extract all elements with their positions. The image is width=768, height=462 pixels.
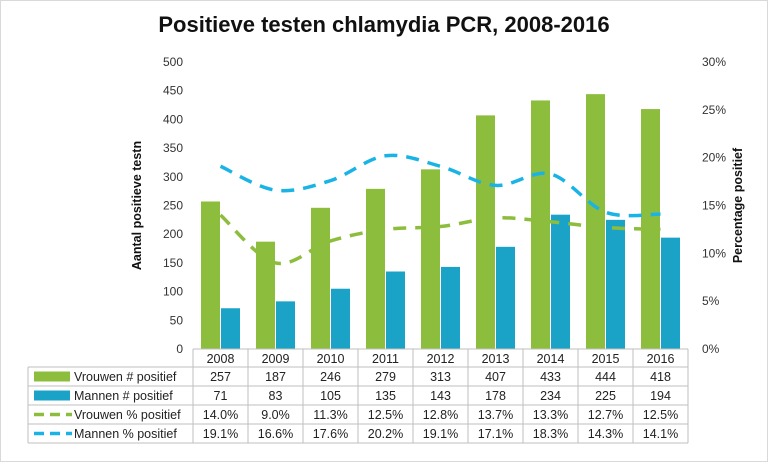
table-value: 105 — [320, 389, 341, 403]
category-label: 2012 — [427, 352, 455, 366]
vrouwen-count-bar — [476, 115, 495, 349]
y2-tick-label: 5% — [702, 294, 720, 308]
mannen-count-bar — [606, 219, 625, 349]
category-label: 2013 — [482, 352, 510, 366]
table-value: 71 — [214, 389, 228, 403]
table-value: 433 — [540, 370, 561, 384]
bars-layer — [201, 94, 680, 350]
category-label: 2009 — [262, 352, 290, 366]
table-value: 83 — [269, 389, 283, 403]
y2-tick-label: 10% — [702, 246, 726, 260]
vrouwen-count-bar — [531, 100, 550, 349]
chart-title: Positieve testen chlamydia PCR, 2008-201… — [158, 12, 610, 37]
y-tick-label: 50 — [170, 313, 184, 327]
vrouwen-count-bar — [256, 241, 275, 349]
table-value: 14.1% — [643, 427, 678, 441]
category-label: 2015 — [592, 352, 620, 366]
table-value: 14.3% — [588, 427, 623, 441]
table-value: 12.5% — [368, 408, 403, 422]
table-value: 11.3% — [313, 408, 348, 422]
mannen-count-bar — [276, 301, 295, 349]
y-tick-label: 150 — [163, 256, 183, 270]
legend-label: Vrouwen % positief — [74, 408, 181, 422]
y-tick-label: 250 — [163, 199, 183, 213]
y-tick-label: 450 — [163, 84, 183, 98]
y-tick-label: 200 — [163, 227, 183, 241]
mannen-count-bar — [661, 237, 680, 349]
legend-label: Mannen % positief — [74, 427, 177, 441]
mannen-count-bar — [221, 308, 240, 349]
mannen-percent-line — [219, 153, 661, 218]
table-value: 444 — [595, 370, 616, 384]
table-value: 313 — [430, 370, 451, 384]
table-value: 13.3% — [533, 408, 568, 422]
table-value: 246 — [320, 370, 341, 384]
y-tick-label: 300 — [163, 170, 183, 184]
table-value: 19.1% — [423, 427, 458, 441]
vrouwen-percent-line — [219, 213, 661, 266]
category-label: 2014 — [537, 352, 565, 366]
table-value: 12.5% — [643, 408, 678, 422]
mannen-count-bar — [441, 266, 460, 349]
mannen-count-bar — [551, 214, 570, 349]
table-value: 225 — [595, 389, 616, 403]
table-value: 234 — [540, 389, 561, 403]
table-value: 17.6% — [313, 427, 348, 441]
category-label: 2008 — [207, 352, 235, 366]
table-value: 279 — [375, 370, 396, 384]
y-tick-label: 100 — [163, 285, 183, 299]
vrouwen-count-bar — [311, 207, 330, 349]
y2-axis-title: Percentage positief — [731, 147, 745, 263]
legend-key-bar — [34, 371, 70, 382]
table-value: 187 — [265, 370, 286, 384]
table-value: 178 — [485, 389, 506, 403]
y-tick-label: 0 — [176, 342, 183, 356]
axis-layer: 0 50 100 150 200 250 300 350 400 450 500 0% 5% 10% 15%… — [130, 55, 745, 356]
table-value: 135 — [375, 389, 396, 403]
vrouwen-count-bar — [586, 94, 605, 349]
category-label: 2016 — [647, 352, 675, 366]
table-value: 257 — [210, 370, 231, 384]
y2-tick-label: 30% — [702, 55, 726, 69]
y2-tick-label: 15% — [702, 199, 726, 213]
vrouwen-count-bar — [366, 188, 385, 349]
table-value: 194 — [650, 389, 671, 403]
table-value: 12.8% — [423, 408, 458, 422]
y-tick-label: 350 — [163, 141, 183, 155]
table-value: 13.7% — [478, 408, 513, 422]
vrouwen-count-bar — [421, 169, 440, 349]
y2-tick-label: 25% — [702, 103, 726, 117]
y-tick-label: 500 — [163, 55, 183, 69]
category-label: 2011 — [372, 352, 399, 366]
legend-label: Vrouwen # positief — [74, 370, 177, 384]
table-value: 12.7% — [588, 408, 623, 422]
table-value: 20.2% — [368, 427, 403, 441]
y2-tick-label: 20% — [702, 151, 726, 165]
table-value: 9.0% — [261, 408, 290, 422]
data-table: 2008 2009 2010 2011 2012 2013 2014 2015 2016 Vrou… — [27, 349, 689, 444]
y-axis-title: Aantal positieve testn — [130, 141, 144, 270]
vrouwen-count-bar — [201, 201, 220, 349]
table-value: 18.3% — [533, 427, 568, 441]
table-value: 418 — [650, 370, 671, 384]
lines-layer — [219, 153, 661, 266]
mannen-count-bar — [496, 246, 515, 349]
table-value: 19.1% — [203, 427, 238, 441]
mannen-count-bar — [331, 288, 350, 349]
table-value: 407 — [485, 370, 506, 384]
y2-tick-label: 0% — [702, 342, 720, 356]
mannen-count-bar — [386, 271, 405, 349]
table-value: 17.1% — [478, 427, 513, 441]
vrouwen-count-bar — [641, 109, 660, 350]
table-value: 14.0% — [203, 408, 238, 422]
legend-key-bar — [34, 390, 70, 401]
y-tick-label: 400 — [163, 112, 183, 126]
legend-label: Mannen # positief — [74, 389, 173, 403]
table-value: 16.6% — [258, 427, 293, 441]
category-label: 2010 — [317, 352, 345, 366]
table-value: 143 — [430, 389, 451, 403]
